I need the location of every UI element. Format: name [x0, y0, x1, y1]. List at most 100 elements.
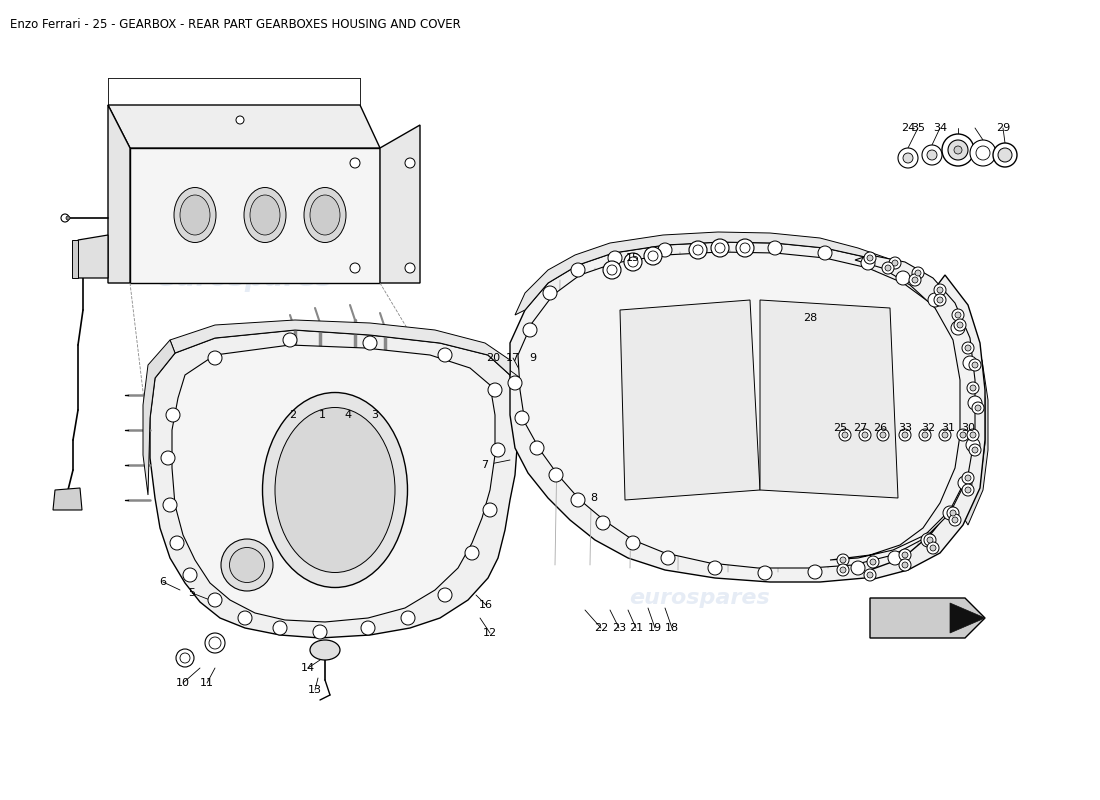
- Circle shape: [350, 263, 360, 273]
- Polygon shape: [170, 320, 510, 375]
- Circle shape: [969, 444, 981, 456]
- Circle shape: [236, 116, 244, 124]
- Polygon shape: [830, 255, 975, 560]
- Text: 32: 32: [921, 423, 935, 433]
- Ellipse shape: [174, 187, 216, 242]
- Ellipse shape: [310, 195, 340, 235]
- Circle shape: [921, 533, 935, 547]
- Circle shape: [915, 270, 921, 276]
- Circle shape: [899, 559, 911, 571]
- Text: 29: 29: [996, 123, 1010, 133]
- Circle shape: [183, 568, 197, 582]
- Circle shape: [954, 319, 966, 331]
- Text: 18: 18: [664, 623, 679, 633]
- Circle shape: [967, 382, 979, 394]
- Circle shape: [238, 611, 252, 625]
- Circle shape: [626, 536, 640, 550]
- Circle shape: [465, 546, 478, 560]
- Circle shape: [283, 333, 297, 347]
- Circle shape: [976, 146, 990, 160]
- Circle shape: [870, 559, 876, 565]
- Circle shape: [928, 293, 942, 307]
- Circle shape: [937, 297, 943, 303]
- Circle shape: [880, 432, 886, 438]
- Polygon shape: [172, 345, 495, 622]
- Polygon shape: [620, 300, 760, 500]
- Circle shape: [922, 145, 942, 165]
- Polygon shape: [379, 125, 420, 283]
- Circle shape: [861, 256, 875, 270]
- Circle shape: [954, 146, 962, 154]
- Ellipse shape: [244, 187, 286, 242]
- Circle shape: [170, 536, 184, 550]
- Circle shape: [957, 322, 962, 328]
- Circle shape: [934, 294, 946, 306]
- Circle shape: [922, 432, 928, 438]
- Circle shape: [998, 148, 1012, 162]
- Ellipse shape: [304, 187, 346, 242]
- Text: 33: 33: [898, 423, 912, 433]
- Text: eurospares: eurospares: [592, 301, 768, 329]
- Circle shape: [361, 621, 375, 635]
- Circle shape: [937, 287, 943, 293]
- Circle shape: [628, 257, 638, 267]
- Circle shape: [888, 551, 902, 565]
- Text: 21: 21: [629, 623, 644, 633]
- Circle shape: [438, 348, 452, 362]
- Ellipse shape: [310, 640, 340, 660]
- Circle shape: [975, 405, 981, 411]
- Polygon shape: [515, 232, 978, 358]
- Circle shape: [405, 158, 415, 168]
- Polygon shape: [130, 148, 380, 283]
- Circle shape: [899, 429, 911, 441]
- Text: 20: 20: [486, 353, 500, 363]
- Circle shape: [837, 554, 849, 566]
- Circle shape: [851, 561, 865, 575]
- Text: 22: 22: [594, 623, 608, 633]
- Circle shape: [969, 359, 981, 371]
- Circle shape: [522, 323, 537, 337]
- Circle shape: [958, 476, 972, 490]
- Circle shape: [952, 517, 958, 523]
- Text: 27: 27: [852, 423, 867, 433]
- Polygon shape: [760, 300, 898, 498]
- Text: eurospares: eurospares: [629, 588, 770, 608]
- Circle shape: [960, 432, 966, 438]
- Polygon shape: [78, 235, 108, 278]
- Circle shape: [924, 534, 936, 546]
- Circle shape: [840, 567, 846, 573]
- Circle shape: [948, 140, 968, 160]
- Circle shape: [166, 408, 180, 422]
- Circle shape: [968, 396, 982, 410]
- Circle shape: [902, 432, 908, 438]
- Text: 9: 9: [529, 353, 537, 363]
- Polygon shape: [870, 275, 984, 580]
- Ellipse shape: [180, 195, 210, 235]
- Polygon shape: [108, 105, 380, 148]
- Text: 12: 12: [483, 628, 497, 638]
- Circle shape: [957, 429, 969, 441]
- Circle shape: [818, 246, 832, 260]
- Circle shape: [942, 432, 948, 438]
- Circle shape: [955, 312, 961, 318]
- Text: 26: 26: [873, 423, 887, 433]
- Ellipse shape: [230, 547, 264, 582]
- Circle shape: [658, 243, 672, 257]
- Circle shape: [808, 565, 822, 579]
- Text: 10: 10: [176, 678, 190, 688]
- Circle shape: [758, 566, 772, 580]
- Circle shape: [530, 441, 544, 455]
- Circle shape: [543, 286, 557, 300]
- Text: 11: 11: [200, 678, 214, 688]
- Circle shape: [898, 148, 918, 168]
- Polygon shape: [870, 598, 984, 638]
- Circle shape: [970, 140, 996, 166]
- Circle shape: [896, 271, 910, 285]
- Circle shape: [161, 451, 175, 465]
- Circle shape: [740, 243, 750, 253]
- Circle shape: [962, 342, 974, 354]
- Circle shape: [867, 556, 879, 568]
- Text: 25: 25: [833, 423, 847, 433]
- Polygon shape: [965, 358, 988, 525]
- Circle shape: [899, 549, 911, 561]
